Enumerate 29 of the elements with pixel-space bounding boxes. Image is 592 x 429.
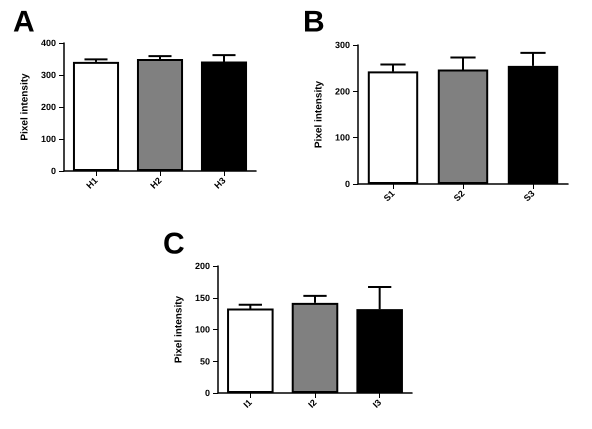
- x-tick-label: S2: [452, 188, 467, 204]
- x-tick-label: I1: [241, 397, 254, 410]
- y-tick-label: 100: [40, 134, 56, 144]
- x-tick-label: H3: [212, 175, 228, 191]
- x-tick-label: I2: [306, 397, 319, 410]
- y-tick-label: 300: [40, 70, 56, 80]
- y-tick-label: 200: [194, 261, 210, 271]
- y-axis-title: Pixel intensity: [20, 72, 30, 141]
- chart-title: A: [13, 6, 35, 38]
- y-tick-label: 50: [200, 356, 210, 366]
- x-tick-label: H1: [84, 175, 100, 191]
- y-tick-label: 200: [40, 102, 56, 112]
- y-tick-label: 200: [334, 86, 350, 96]
- chart-title: C: [163, 228, 185, 260]
- y-tick-label: 100: [334, 132, 350, 143]
- y-tick-label: 0: [204, 388, 210, 398]
- y-tick-label: 400: [40, 38, 56, 48]
- y-axis-title: Pixel intensity: [174, 295, 184, 364]
- chart-title: B: [303, 6, 325, 38]
- y-tick-label: 0: [50, 166, 56, 176]
- x-tick-label: H2: [148, 175, 164, 191]
- x-tick-label: S3: [522, 188, 537, 204]
- y-tick-label: 0: [344, 179, 350, 189]
- x-tick-label: I3: [370, 397, 384, 410]
- y-axis-title: Pixel intensity: [314, 80, 324, 148]
- x-tick-label: S1: [382, 188, 397, 204]
- y-tick-label: 150: [194, 292, 210, 303]
- y-tick-label: 300: [334, 40, 350, 50]
- y-tick-label: 100: [194, 324, 210, 334]
